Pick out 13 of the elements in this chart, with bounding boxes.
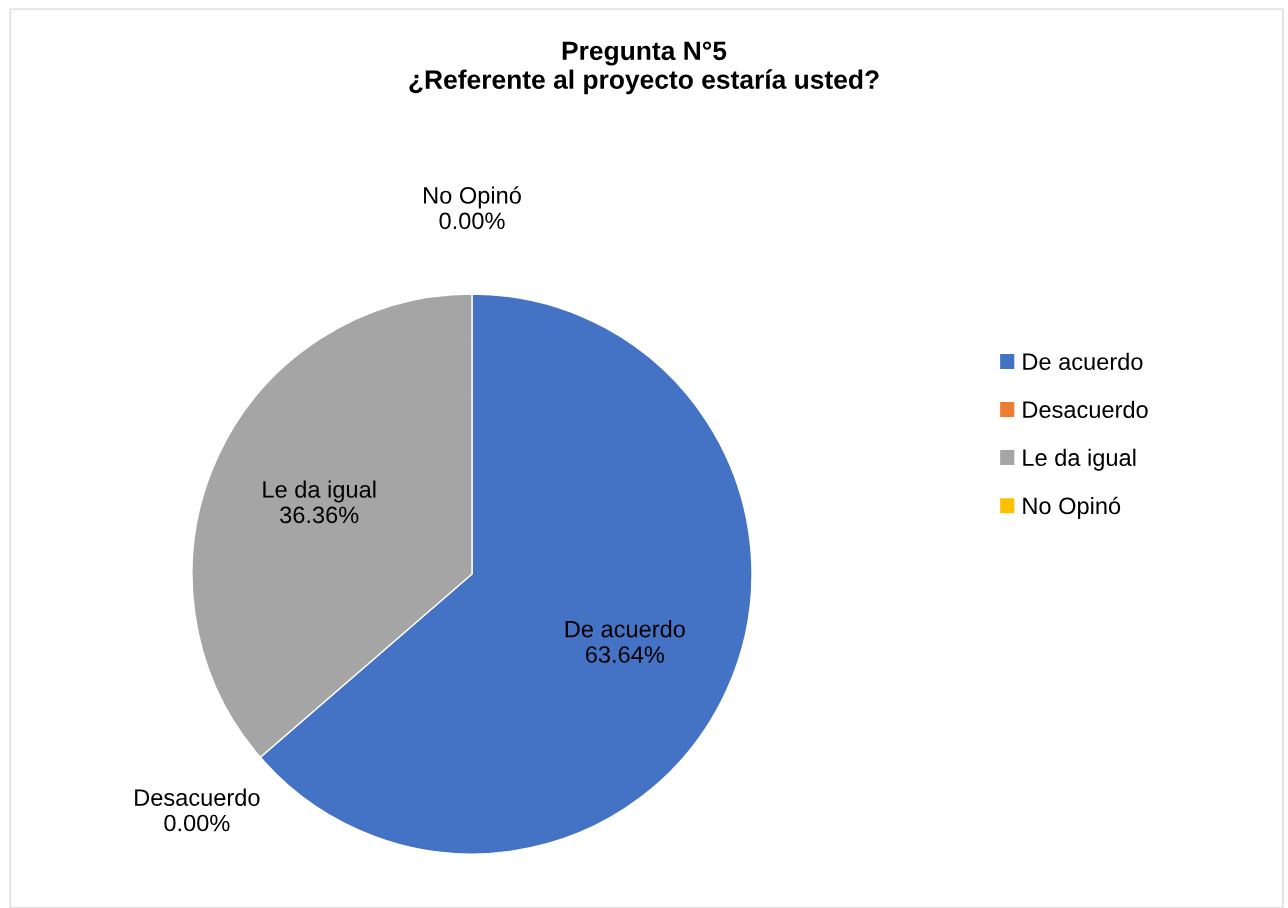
slice-label: Le da igual: [263, 480, 376, 503]
chart-title: Pregunta N°5 ¿Referente al proyecto estaría usted?: [409, 41, 879, 95]
text: 0.00%: [164, 814, 230, 832]
legend-label: Desacuerdo: [1023, 400, 1148, 419]
data-label: 63.64%: [585, 646, 665, 663]
slice-label: De acuerdo: [565, 620, 685, 638]
legend-label: No Opinó: [1023, 496, 1121, 519]
data-label: 36.36%: [280, 506, 359, 524]
text: 0.00%: [439, 212, 505, 230]
legend-label: De acuerdo: [1023, 352, 1143, 371]
legend-label: Le da igual: [1023, 448, 1136, 471]
category-label: Desacuerdo: [135, 788, 260, 806]
category-label: No Opinó: [424, 186, 521, 209]
